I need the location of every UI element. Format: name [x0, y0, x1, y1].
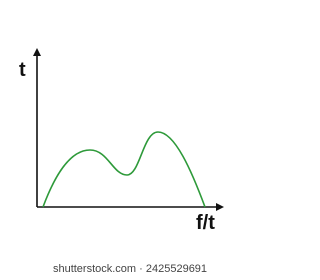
y-axis-label: t: [19, 59, 26, 81]
x-axis-label: f/t: [196, 212, 215, 234]
diagram: t f/t shutterstock.com · 2425529691: [19, 48, 224, 275]
watermark: shutterstock.com · 2425529691: [53, 263, 207, 275]
curve: [42, 131, 206, 208]
page: t f/t shutterstock.com · 2425529691 (() …: [19, 48, 224, 275]
